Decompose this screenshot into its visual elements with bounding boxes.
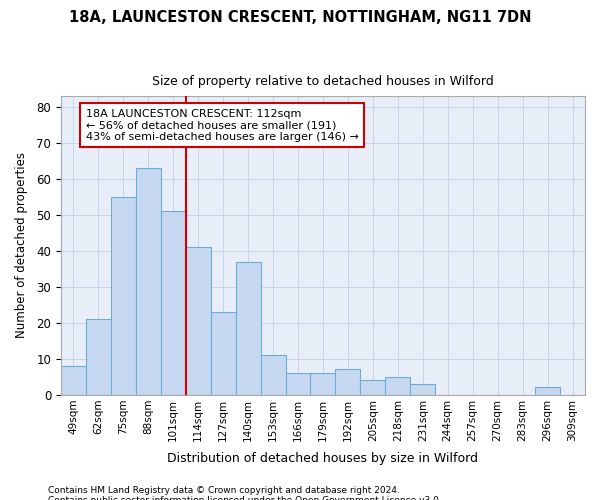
Bar xyxy=(286,373,310,394)
Bar xyxy=(211,312,236,394)
Y-axis label: Number of detached properties: Number of detached properties xyxy=(15,152,28,338)
Bar xyxy=(136,168,161,394)
Text: 18A LAUNCESTON CRESCENT: 112sqm
← 56% of detached houses are smaller (191)
43% o: 18A LAUNCESTON CRESCENT: 112sqm ← 56% of… xyxy=(86,108,359,142)
Bar xyxy=(361,380,385,394)
Text: 18A, LAUNCESTON CRESCENT, NOTTINGHAM, NG11 7DN: 18A, LAUNCESTON CRESCENT, NOTTINGHAM, NG… xyxy=(69,10,531,25)
Bar xyxy=(335,370,361,394)
Bar xyxy=(186,247,211,394)
Text: Contains public sector information licensed under the Open Government Licence v3: Contains public sector information licen… xyxy=(48,496,442,500)
Bar xyxy=(236,262,260,394)
Bar xyxy=(86,319,111,394)
Bar xyxy=(535,388,560,394)
Bar xyxy=(385,376,410,394)
Bar xyxy=(410,384,435,394)
Bar xyxy=(61,366,86,394)
Bar xyxy=(161,211,186,394)
Bar xyxy=(310,373,335,394)
Title: Size of property relative to detached houses in Wilford: Size of property relative to detached ho… xyxy=(152,75,494,88)
X-axis label: Distribution of detached houses by size in Wilford: Distribution of detached houses by size … xyxy=(167,452,478,465)
Bar xyxy=(111,197,136,394)
Text: Contains HM Land Registry data © Crown copyright and database right 2024.: Contains HM Land Registry data © Crown c… xyxy=(48,486,400,495)
Bar xyxy=(260,355,286,395)
